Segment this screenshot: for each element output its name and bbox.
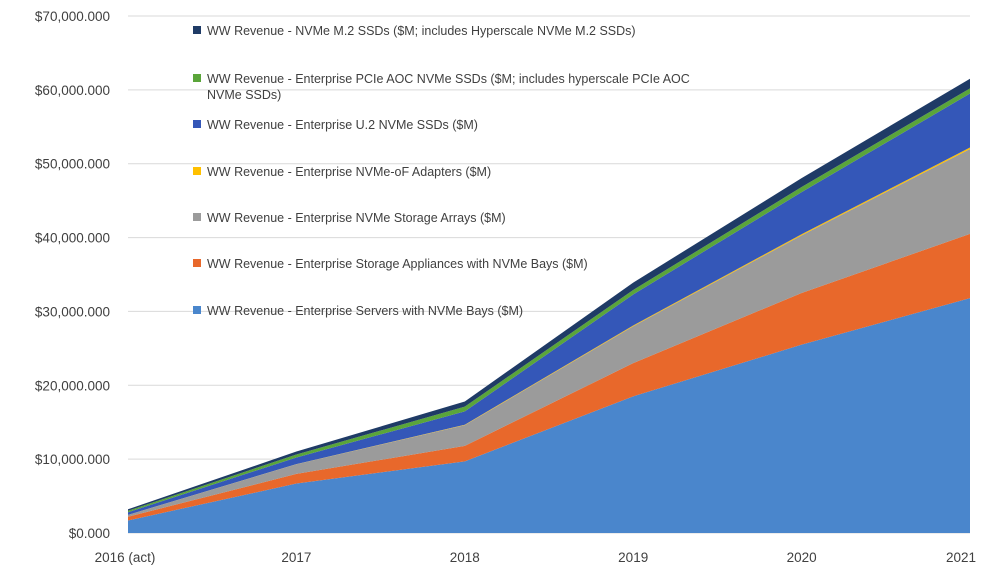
legend-label: WW Revenue - Enterprise Storage Applianc…: [207, 257, 588, 271]
x-tick-label: 2017: [281, 550, 311, 565]
x-tick-label: 2016 (act): [95, 550, 156, 565]
legend-label: WW Revenue - Enterprise U.2 NVMe SSDs ($…: [207, 118, 478, 132]
y-tick-label: $70,000.000: [35, 9, 110, 24]
legend-item: WW Revenue - Enterprise U.2 NVMe SSDs ($…: [193, 118, 478, 132]
legend-swatch: [193, 306, 201, 314]
legend-swatch: [193, 213, 201, 221]
legend-swatch: [193, 259, 201, 267]
legend-item: WW Revenue - Enterprise Servers with NVM…: [193, 304, 523, 318]
legend-label: WW Revenue - NVMe M.2 SSDs ($M; includes…: [207, 24, 636, 38]
x-axis-tick-labels: 2016 (act) 2017 2018 2019 2020 2021: [95, 550, 976, 565]
legend-item: WW Revenue - Enterprise Storage Applianc…: [193, 257, 588, 271]
legend-item: WW Revenue - Enterprise NVMe Storage Arr…: [193, 211, 506, 225]
y-tick-label: $30,000.000: [35, 304, 110, 319]
legend-item: WW Revenue - Enterprise PCIe AOC NVMe SS…: [193, 72, 690, 102]
y-tick-label: $40,000.000: [35, 231, 110, 246]
legend-swatch: [193, 26, 201, 34]
y-tick-label: $10,000.000: [35, 452, 110, 467]
y-tick-label: $50,000.000: [35, 157, 110, 172]
legend-swatch: [193, 74, 201, 82]
legend-label: WW Revenue - Enterprise NVMe-oF Adapters…: [207, 165, 491, 179]
legend-label: WW Revenue - Enterprise NVMe Storage Arr…: [207, 211, 506, 225]
legend-item: WW Revenue - NVMe M.2 SSDs ($M; includes…: [193, 24, 636, 38]
legend-item: WW Revenue - Enterprise NVMe-oF Adapters…: [193, 165, 491, 179]
legend-swatch: [193, 167, 201, 175]
x-tick-label: 2020: [787, 550, 817, 565]
y-tick-label: $20,000.000: [35, 378, 110, 393]
legend-label: WW Revenue - Enterprise Servers with NVM…: [207, 304, 523, 318]
legend-swatch: [193, 120, 201, 128]
area-series-0: [128, 298, 970, 533]
area-series-layer: [128, 78, 970, 533]
y-tick-label: $0.000: [69, 526, 110, 541]
x-tick-label: 2019: [618, 550, 648, 565]
x-tick-label: 2021: [946, 550, 976, 565]
y-tick-label: $60,000.000: [35, 83, 110, 98]
legend-label: WW Revenue - Enterprise PCIe AOC NVMe SS…: [207, 72, 690, 102]
y-axis-tick-labels: $0.000 $10,000.000 $20,000.000 $30,000.000 $…: [35, 9, 110, 541]
x-tick-label: 2018: [450, 550, 480, 565]
legend: WW Revenue - NVMe M.2 SSDs ($M; includes…: [193, 24, 690, 318]
